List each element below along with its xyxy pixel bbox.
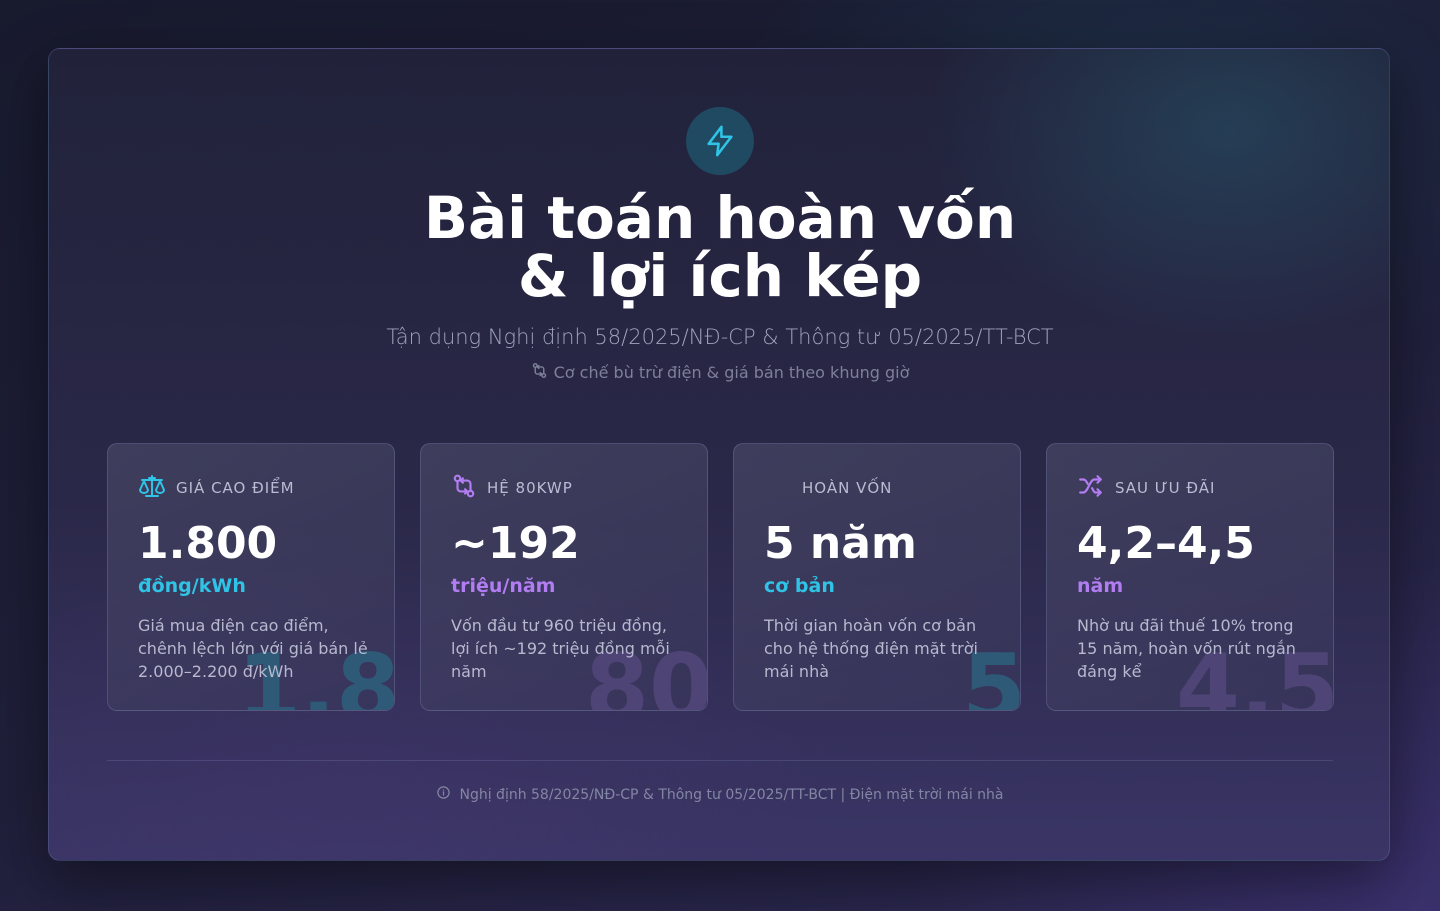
title-line-2: & lợi ích kép [517,242,923,310]
card-description: Nhờ ưu đãi thuế 10% trong 15 năm, hoàn v… [1077,616,1296,681]
stat-card-peak-price: 1.8 GIÁ CAO ĐIỂM 1.800 đồng/kWh Giá mua … [107,443,395,711]
card-description: Vốn đầu tư 960 triệu đồng, lợi ích ~192 … [451,616,670,681]
main-panel: Bài toán hoàn vốn & lợi ích kép Tận dụng… [48,48,1390,861]
card-unit: đồng/kWh [138,575,246,597]
lightning-bolt-icon [686,107,754,175]
page-title: Bài toán hoàn vốn & lợi ích kép [49,189,1389,305]
card-label: SAU ƯU ĐÃI [1115,479,1216,497]
card-unit: cơ bản [764,575,835,597]
card-watermark: 4,5 [1176,634,1334,711]
stat-card-payback: 5 HOÀN VỐN 5 năm cơ bản Thời gian hoàn v… [733,443,1021,711]
card-description: Thời gian hoàn vốn cơ bản cho hệ thống đ… [764,616,978,681]
card-watermark: 1.8 [237,634,395,711]
footer: Nghị định 58/2025/NĐ-CP & Thông tư 05/20… [49,785,1389,804]
card-value: 1.800 [138,518,278,569]
card-label: HOÀN VỐN [802,479,893,497]
mechanism-note-text: Cơ chế bù trừ điện & giá bán theo khung … [553,363,910,382]
git-compare-icon [531,362,548,383]
card-watermark: 5 [961,634,1021,711]
card-description: Giá mua điện cao điểm, chênh lệch lớn vớ… [138,616,368,681]
card-value: 5 năm [764,518,917,569]
footer-divider [107,760,1333,761]
blank-icon [764,475,792,501]
card-value: ~192 [451,518,580,569]
card-value: 4,2–4,5 [1077,518,1255,569]
card-watermark: 80 [584,634,708,711]
card-label: GIÁ CAO ĐIỂM [176,479,295,497]
shuffle-icon [1077,473,1105,503]
card-unit: triệu/năm [451,575,556,597]
card-label: HỆ 80KWP [487,479,573,497]
title-line-1: Bài toán hoàn vốn [423,184,1017,252]
stat-card-system-80kwp: 80 HỆ 80KWP ~192 triệu/năm Vốn đầu tư 96… [420,443,708,711]
scale-icon [138,473,166,503]
footer-text: Nghị định 58/2025/NĐ-CP & Thông tư 05/20… [459,786,1004,803]
info-icon [436,785,451,804]
card-unit: năm [1077,575,1124,597]
mechanism-note: Cơ chế bù trừ điện & giá bán theo khung … [49,362,1389,383]
page-subtitle: Tận dụng Nghị định 58/2025/NĐ-CP & Thông… [386,325,1054,349]
stat-card-after-incentive: 4,5 SAU ƯU ĐÃI 4,2–4,5 năm Nhờ ưu đãi th… [1046,443,1334,711]
git-compare-icon [451,473,477,503]
